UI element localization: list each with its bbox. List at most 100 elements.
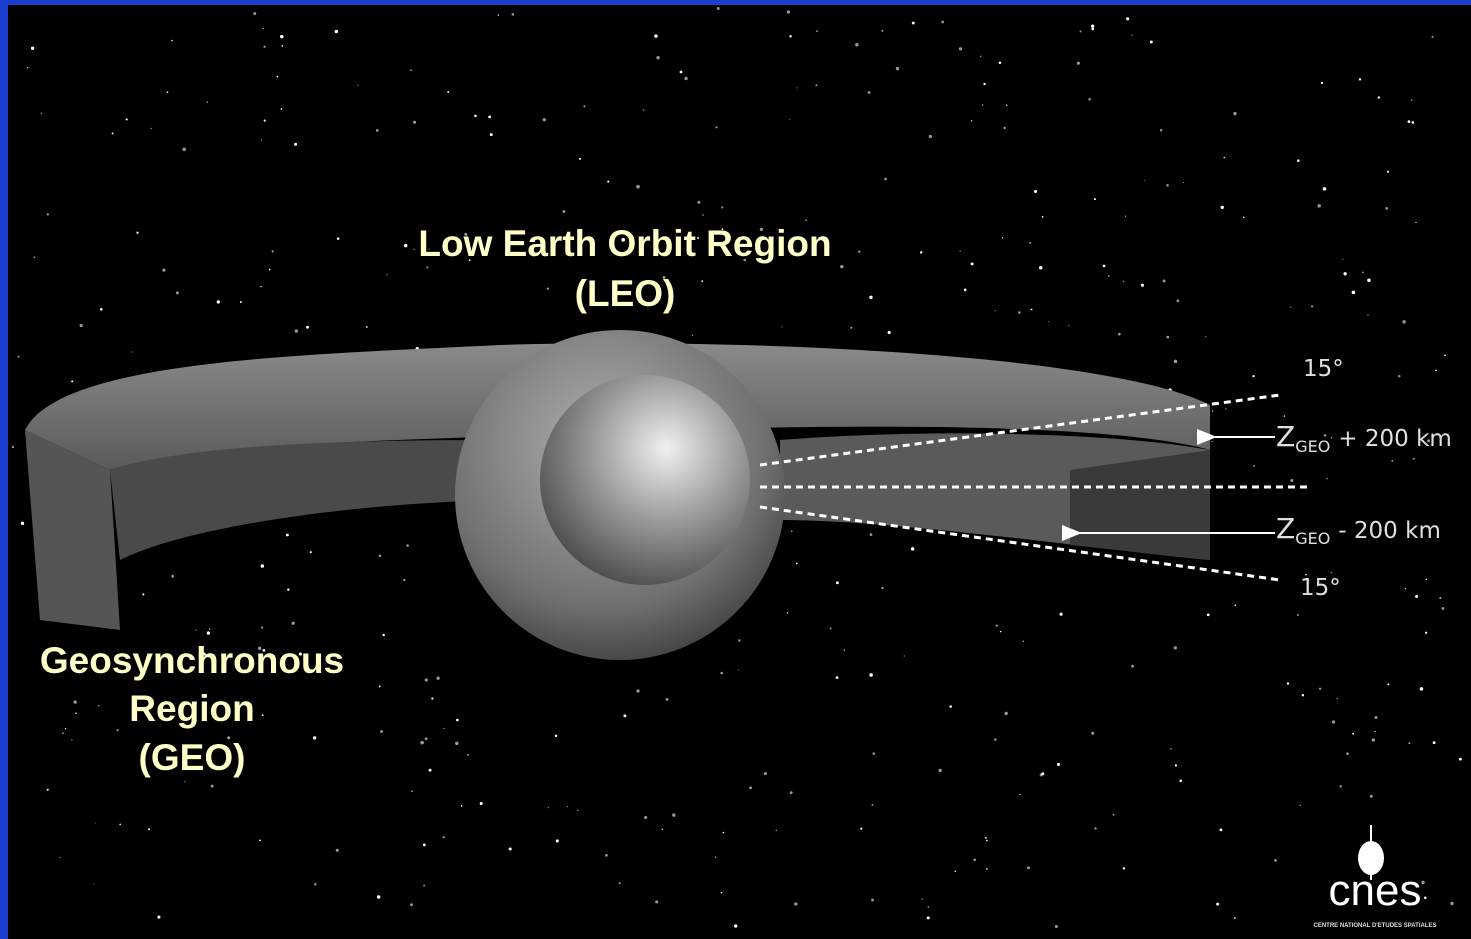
star [1287,682,1289,684]
star [112,133,114,135]
star [1212,441,1213,442]
earth [540,375,750,585]
star [1435,369,1437,371]
star [815,84,817,86]
star [1179,779,1182,782]
star [335,30,339,34]
logo-name: cnes [1329,866,1422,915]
star [1131,665,1134,668]
star [1274,859,1277,862]
star [697,201,700,204]
star [1019,794,1020,795]
star [954,871,956,873]
star [295,329,298,332]
star [1326,478,1328,480]
angle-label: 15° [1303,356,1344,382]
star [1412,121,1415,124]
star [805,220,806,221]
star [1243,217,1244,218]
star [511,13,514,16]
star [1174,646,1177,649]
star [1408,120,1411,123]
star [209,628,210,629]
star [941,21,944,24]
star [567,806,568,807]
star [259,840,261,842]
star [844,650,845,651]
star [1094,827,1096,829]
star [855,43,858,46]
star [467,754,468,755]
star [1005,712,1008,715]
star [872,804,874,806]
star [654,34,657,37]
star [1284,415,1285,416]
star [986,840,988,842]
star [41,112,42,113]
star [884,178,887,181]
star [1234,917,1236,919]
star [425,678,428,681]
star [1253,465,1255,467]
star [543,118,546,121]
star [47,789,49,791]
star [1444,354,1446,356]
star [337,237,340,240]
star [1339,785,1341,787]
star [1166,184,1169,187]
star [410,903,413,906]
star [1421,881,1424,884]
star [623,714,626,717]
slide: Low Earth Orbit Region (LEO) Geosynchron… [0,0,1471,939]
star [1183,182,1184,183]
star [95,823,96,824]
star [1424,896,1427,899]
star [1000,631,1001,632]
star [929,135,932,138]
star [920,251,922,253]
star [1048,321,1049,322]
star [1018,311,1021,314]
star [994,738,996,740]
star [1367,278,1371,282]
star [738,669,739,670]
star [403,579,405,581]
star [294,143,297,146]
star [749,786,752,789]
star [721,892,723,894]
star [1375,731,1376,732]
star [776,830,778,832]
star [1331,572,1332,573]
star [1408,742,1410,744]
star [1297,614,1299,616]
star [715,126,717,128]
star [982,104,984,106]
star [286,534,289,537]
star [240,301,242,303]
offset: + 200 km [1338,426,1452,452]
star [436,677,439,680]
star [1372,738,1375,741]
star [764,772,767,775]
star [1103,265,1106,268]
star [287,588,289,590]
geo-label: Region [129,688,254,729]
star [723,832,725,834]
star [980,56,982,58]
star [1091,24,1094,27]
star [1041,772,1044,775]
star [65,728,66,729]
star [314,883,316,885]
star [655,900,658,903]
star [176,291,179,294]
star [738,639,740,641]
star [263,28,264,29]
star [260,286,261,287]
geo-label: (GEO) [139,737,246,778]
star [1374,716,1377,719]
star [1439,597,1441,599]
star [426,266,428,268]
leo-label: (LEO) [575,273,676,314]
star [490,133,493,136]
star [1359,78,1361,80]
